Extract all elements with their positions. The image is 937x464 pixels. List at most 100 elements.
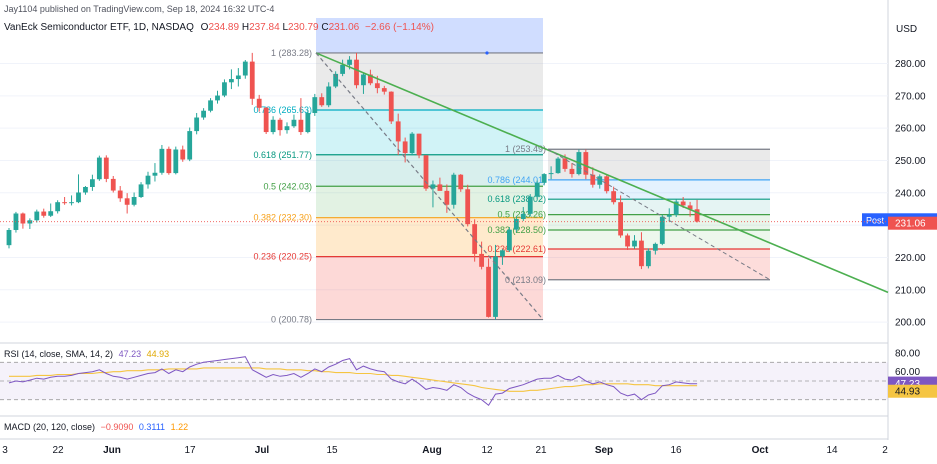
- candle: [430, 180, 436, 208]
- fib-retracement-1-level-label-0: 1 (283.28): [271, 48, 312, 58]
- candle-body: [229, 79, 234, 83]
- candle: [96, 155, 102, 181]
- candle: [242, 59, 248, 79]
- candle-body: [520, 213, 526, 219]
- fib-1-anchor-point: [485, 51, 489, 55]
- drawing-lines[interactable]: [315, 51, 889, 320]
- candle-body: [479, 253, 484, 267]
- candle: [423, 155, 429, 191]
- time-tick-label: Jun: [103, 445, 121, 456]
- candle: [208, 98, 213, 113]
- rsi-label: RSI (14, close, SMA, 14, 2): [4, 349, 114, 359]
- time-tick-label: Oct: [752, 445, 769, 456]
- candle-body: [6, 229, 12, 246]
- rsi-value: 47.23: [895, 379, 920, 390]
- candle-body: [208, 100, 213, 111]
- rsi-line: [8, 356, 698, 407]
- price-tick-label: 280.00: [895, 59, 926, 70]
- price-tick-label: 200.00: [895, 318, 926, 329]
- fib-retracement-2-zone-1: [548, 179, 770, 200]
- candle-body: [249, 61, 255, 99]
- candle-body: [625, 235, 630, 247]
- candle-body: [458, 174, 464, 190]
- candle: [583, 149, 589, 180]
- candle: [513, 216, 519, 233]
- candle-body: [152, 172, 158, 176]
- candle-body: [680, 201, 686, 206]
- candle-body: [451, 174, 457, 205]
- rsi-sma-value: 44.93: [895, 387, 920, 398]
- fib-retracement-2-level-label-5: 0.236 (222.61): [487, 244, 546, 254]
- fib-retracement-1[interactable]: 1 (283.28) 0.786 (265.63) 0.618 (251.77) 0.…: [253, 18, 543, 325]
- time-tick-label: 21: [535, 445, 547, 456]
- candle-body: [145, 175, 151, 185]
- fib-retracement-1-level-label-6: 0 (200.78): [271, 315, 312, 325]
- fib-retracement-1-level-label-3: 0.5 (242.03): [263, 181, 312, 191]
- candle-body: [395, 121, 401, 142]
- candle: [284, 122, 290, 134]
- symbol-legend: VanEck Semiconductor ETF, 1D, NASDAQ O23…: [4, 22, 434, 33]
- ohlc-close-label: C: [321, 22, 329, 33]
- candle: [263, 106, 269, 134]
- candle: [520, 207, 526, 221]
- candle: [666, 208, 672, 222]
- fib-retracement-2-level-label-0: 1 (253.49): [505, 144, 546, 154]
- candle-body: [298, 119, 304, 133]
- candle-body: [27, 220, 33, 224]
- candle-body: [437, 184, 443, 191]
- candle: [277, 117, 283, 136]
- macd-label: MACD (20, 120, close): [4, 422, 96, 432]
- candle: [646, 248, 651, 269]
- time-tick-label: 3: [2, 445, 8, 456]
- candle-body: [20, 213, 26, 224]
- candle: [361, 72, 366, 94]
- candle: [659, 214, 665, 246]
- candle: [319, 93, 325, 107]
- candle: [20, 212, 26, 229]
- candle: [416, 133, 422, 159]
- ohlc-open-value: 234.89: [208, 22, 240, 33]
- time-tick-label: 22: [52, 445, 64, 456]
- candle: [187, 127, 193, 162]
- time-tick-label: 2: [882, 445, 888, 456]
- currency-label[interactable]: USD: [896, 24, 918, 35]
- candle-body: [361, 74, 366, 86]
- candle: [312, 93, 318, 116]
- candle-body: [312, 97, 318, 113]
- candle: [555, 156, 561, 174]
- candle-body: [326, 86, 332, 106]
- candle-body: [305, 112, 311, 133]
- candle: [541, 173, 547, 186]
- candle-body: [110, 178, 116, 191]
- candle-body: [103, 157, 109, 179]
- time-axis[interactable]: 3 22 Jun 17 Jul 15 Aug 12 21 Sep 16 Oct 14 2: [2, 445, 888, 456]
- candle-body: [131, 197, 137, 205]
- price-axis[interactable]: 280.00270.00260.00250.00240.00230.00220.…: [0, 59, 937, 329]
- candle-body: [340, 64, 345, 74]
- candle-body: [402, 141, 408, 154]
- price-tick-label: 210.00: [895, 285, 926, 296]
- candle-body: [62, 202, 67, 204]
- candle: [486, 258, 491, 318]
- candle: [152, 163, 158, 182]
- candle: [632, 235, 637, 249]
- candle: [305, 110, 311, 134]
- candle-body: [590, 174, 596, 185]
- candle-body: [194, 117, 200, 132]
- candle: [326, 82, 332, 108]
- candle: [402, 137, 408, 163]
- candle: [131, 192, 137, 207]
- candle: [298, 98, 304, 135]
- time-tick-label: 12: [481, 445, 493, 456]
- candle-body: [90, 179, 95, 187]
- fib-retracement-1-level-label-2: 0.618 (251.77): [253, 150, 312, 160]
- candle-body: [187, 131, 193, 160]
- candle-body: [166, 148, 172, 174]
- candle-body: [55, 202, 61, 212]
- candle: [249, 52, 255, 105]
- rsi-legend: RSI (14, close, SMA, 14, 2) 47.23 44.93: [4, 349, 169, 359]
- candle-body: [423, 155, 429, 189]
- macd-legend: MACD (20, 120, close) −0.9090 0.3111 1.2…: [4, 422, 188, 432]
